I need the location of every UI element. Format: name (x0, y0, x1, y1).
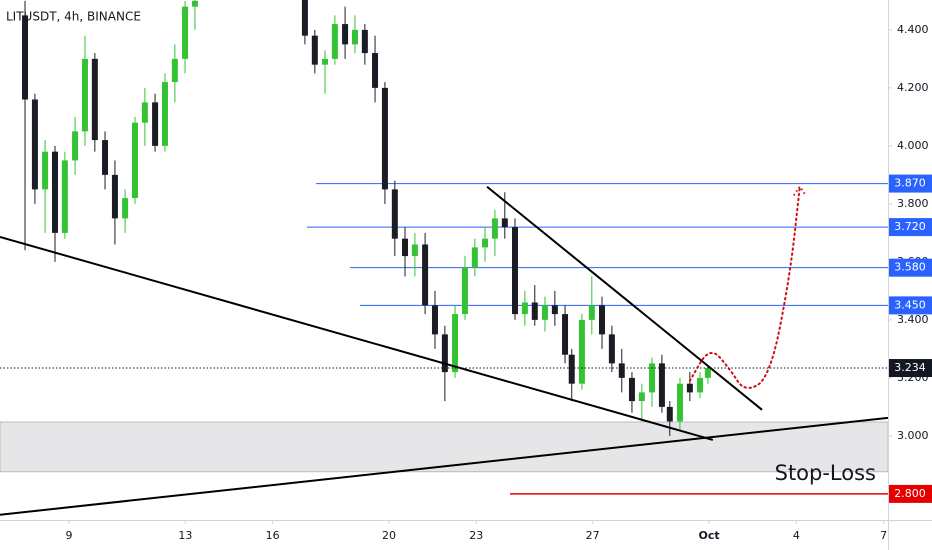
candle-body (81, 58, 88, 132)
candle-body (638, 392, 645, 402)
candle-body (578, 319, 585, 384)
x-tick-label: Oct (698, 529, 719, 542)
candle-body (372, 53, 379, 88)
stop-loss-tag (889, 484, 932, 503)
level-tag (889, 258, 932, 277)
candle-body (111, 174, 118, 219)
candle-body (598, 305, 605, 335)
candle-body (171, 58, 178, 83)
candle-body (686, 383, 693, 393)
candle-body (562, 314, 569, 355)
candle-body (676, 383, 683, 422)
candle-body (91, 58, 98, 141)
x-tick-label: 20 (382, 529, 396, 542)
candle-body (361, 29, 368, 54)
candle-body (531, 302, 538, 320)
support-zone (0, 421, 888, 473)
candle-body (182, 6, 189, 59)
candle-body (608, 334, 615, 364)
last-price-tag-label: 3.234 (894, 361, 926, 374)
candle-body (402, 238, 409, 257)
candle-body (541, 305, 548, 320)
candle-body (391, 189, 398, 239)
candle-body (72, 131, 79, 161)
candle-body (61, 160, 68, 233)
axes: 4.4004.2004.0003.8003.6003.4003.2003.000… (65, 23, 932, 542)
candle-body (658, 363, 665, 407)
candle-body (122, 198, 129, 219)
candle-body (311, 35, 318, 65)
candle-body (482, 238, 489, 248)
candle-body (511, 227, 518, 315)
candle-body (471, 247, 478, 268)
candle-body (551, 305, 558, 315)
candle-body (431, 305, 438, 335)
candle-body (452, 314, 459, 373)
candle-body (649, 363, 656, 393)
x-tick-label: 7 (880, 529, 887, 542)
stop-loss-label: Stop-Loss (775, 461, 876, 485)
x-tick-label: 13 (178, 529, 192, 542)
candle-body (568, 354, 575, 384)
level-tag-label: 3.450 (894, 298, 926, 311)
level-tag (889, 296, 932, 315)
trendline (0, 416, 888, 516)
level-tag-label: 3.580 (894, 261, 926, 274)
candle-body (704, 368, 711, 378)
candle-body (22, 15, 29, 100)
trendline (486, 185, 763, 411)
last-price-tag (889, 359, 932, 378)
x-tick-label: 16 (266, 529, 280, 542)
candle-body (132, 122, 139, 199)
x-tick-label: 9 (65, 529, 72, 542)
candle-body (102, 140, 109, 175)
x-tick-label: 27 (586, 529, 600, 542)
candle-body (618, 363, 625, 378)
candle-body (42, 151, 49, 190)
y-tick-label: 4.400 (897, 23, 929, 36)
candle-body (521, 302, 528, 315)
candle-body (141, 102, 148, 123)
x-tick-label: 4 (793, 529, 800, 542)
candle-body (161, 82, 168, 146)
projection-path (688, 185, 801, 389)
candle-body (191, 0, 198, 7)
candle-body (666, 406, 673, 422)
candle-body (351, 29, 358, 45)
y-tick-label: 3.400 (897, 313, 929, 326)
candle-body (628, 377, 635, 402)
candle-body (331, 24, 338, 59)
candle-body (588, 305, 595, 320)
candle-body (301, 0, 308, 36)
projection-arrow (793, 184, 807, 197)
candle-body (381, 87, 388, 190)
candle-body (31, 99, 38, 190)
candle-body (697, 377, 704, 393)
candle-body (441, 334, 448, 373)
candle-body (422, 244, 429, 306)
level-tag (889, 218, 932, 237)
y-tick-label: 4.000 (897, 139, 929, 152)
candle-body (411, 244, 418, 257)
y-tick-label: 3.800 (897, 197, 929, 210)
candle-body (51, 151, 58, 233)
trendline (0, 235, 714, 441)
level-tag (889, 174, 932, 193)
chart-title: LITUSDT, 4h, BINANCE (6, 10, 141, 24)
candle-body (501, 218, 508, 228)
x-tick-label: 23 (469, 529, 483, 542)
candle-body (152, 102, 159, 146)
stop-loss-tag-label: 2.800 (894, 487, 926, 500)
candle-body (321, 58, 328, 65)
level-tag-label: 3.720 (894, 220, 926, 233)
level-tag-label: 3.870 (894, 177, 926, 190)
candle-body (342, 24, 349, 45)
y-tick-label: 4.200 (897, 81, 929, 94)
candle-body (461, 267, 468, 315)
y-tick-label: 3.000 (897, 429, 929, 442)
plot-area (0, 0, 888, 516)
candle-body (491, 218, 498, 239)
